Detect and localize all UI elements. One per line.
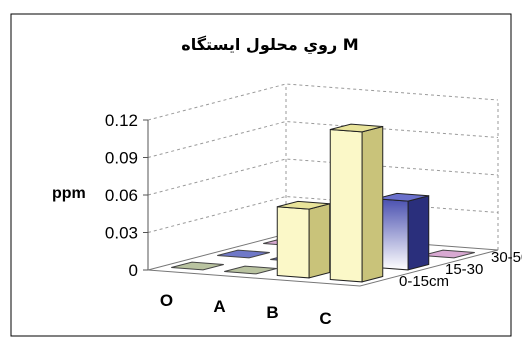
bar xyxy=(217,249,270,259)
y-tick-label: 0.09 xyxy=(105,149,138,168)
bar-front xyxy=(329,128,363,283)
depth-label: 0-15cm xyxy=(399,273,449,290)
y-tick-label: 0.03 xyxy=(105,224,138,243)
category-labels: O A B C xyxy=(160,291,332,328)
bar xyxy=(171,261,224,271)
gridline xyxy=(147,158,499,196)
y-tick-label: 0.06 xyxy=(105,186,138,205)
floor xyxy=(147,233,499,287)
depth-labels: 0-15cm 15-30 30-50 xyxy=(399,249,522,290)
depth-label: 30-50 xyxy=(491,249,522,266)
bar-top xyxy=(376,192,429,202)
chart-title: روي محلول ايستگاه M xyxy=(181,35,358,55)
bar-top xyxy=(330,123,383,133)
category-label: O xyxy=(160,291,173,310)
bars xyxy=(171,123,475,283)
y-axis-ticks: 0 0.03 0.06 0.09 0.12 xyxy=(105,111,138,280)
category-label: B xyxy=(266,303,278,322)
bar xyxy=(276,200,331,279)
category-label: A xyxy=(213,297,225,316)
y-tick-label: 0 xyxy=(129,261,138,280)
bar xyxy=(375,192,430,271)
y-axis-label: ppm xyxy=(52,185,86,202)
bar-front xyxy=(276,206,310,279)
category-label: C xyxy=(319,309,331,328)
bar-side xyxy=(308,203,331,279)
bar xyxy=(329,123,384,283)
bar-side xyxy=(407,195,430,271)
y-tick-label: 0.12 xyxy=(105,111,138,130)
floor-outline xyxy=(147,233,499,287)
bar-side xyxy=(361,125,384,283)
depth-label: 15-30 xyxy=(445,261,483,278)
gridline xyxy=(147,83,499,121)
plot-border xyxy=(10,13,512,337)
gridline xyxy=(147,120,499,158)
bar xyxy=(422,249,475,259)
